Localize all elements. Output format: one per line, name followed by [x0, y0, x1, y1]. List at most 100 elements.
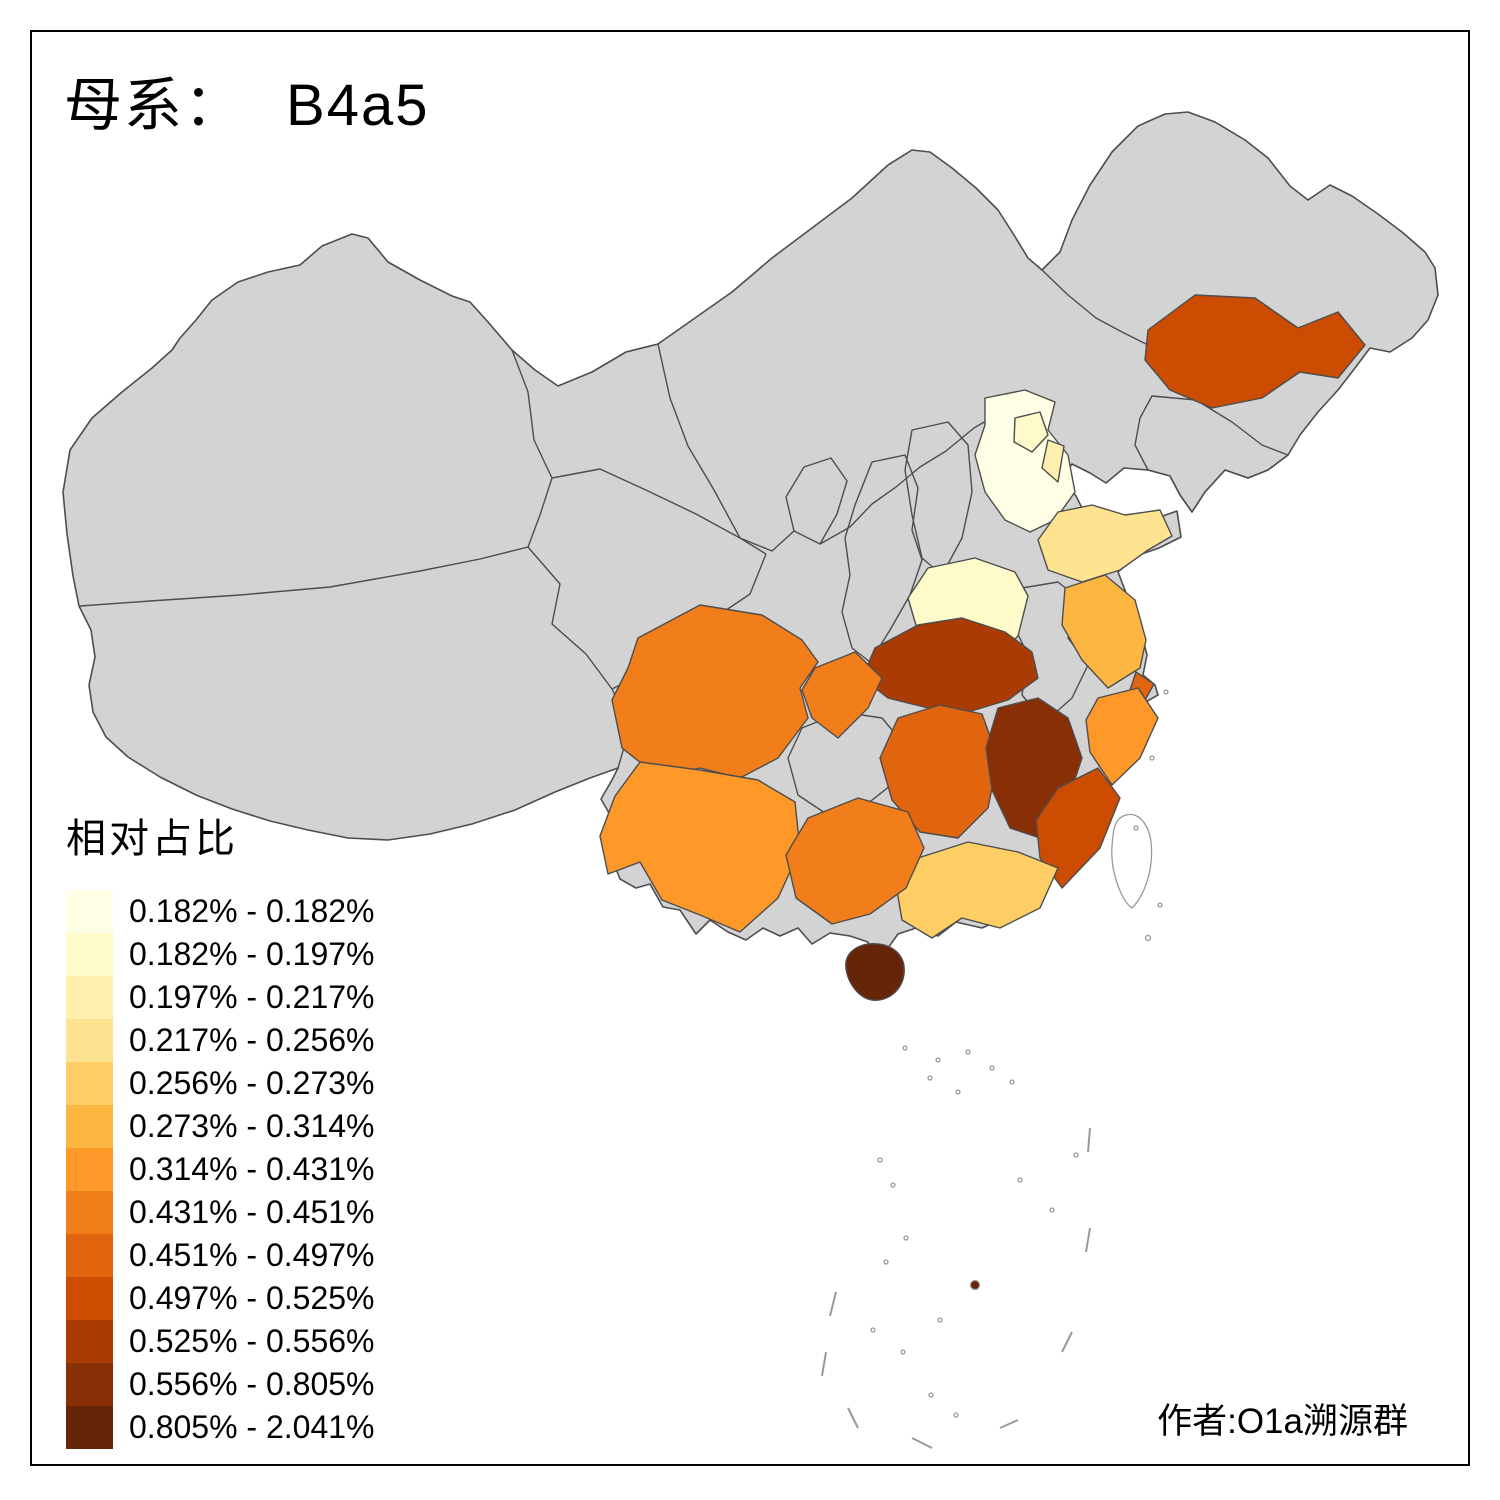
- scs-islet: [903, 1235, 909, 1241]
- province-yunnan: [600, 762, 800, 932]
- coastal-islet: [1157, 902, 1163, 908]
- scs-islet-colored: [969, 1279, 981, 1291]
- legend-title: 相对占比: [66, 817, 238, 861]
- legend-label: 0.256% - 0.273%: [129, 1065, 375, 1101]
- scs-islet: [1009, 1079, 1015, 1085]
- province-guangxi: [786, 798, 924, 924]
- legend-label: 0.451% - 0.497%: [129, 1237, 375, 1273]
- border-shanxi: [905, 422, 972, 575]
- scs-islet: [1073, 1152, 1079, 1158]
- legend-swatch: [66, 890, 113, 933]
- legend-item: 0.805% - 2.041%: [66, 1406, 375, 1449]
- scs-islet: [902, 1045, 908, 1051]
- scs-islet: [935, 1057, 941, 1063]
- province-beijing: [1014, 412, 1048, 452]
- legend-item: 0.197% - 0.217%: [66, 976, 375, 1019]
- legend-label: 0.314% - 0.431%: [129, 1151, 375, 1187]
- province-zhejiang: [1086, 688, 1158, 785]
- scs-islet: [965, 1049, 971, 1055]
- scs-islet: [953, 1412, 959, 1418]
- legend-item: 0.525% - 0.556%: [66, 1320, 375, 1363]
- legend-swatch: [66, 1062, 113, 1105]
- scs-islet: [1049, 1207, 1055, 1213]
- scs-islet: [883, 1259, 889, 1265]
- legend-item: 0.182% - 0.182%: [66, 890, 375, 933]
- border-liaoning: [1135, 396, 1288, 512]
- legend-item: 0.217% - 0.256%: [66, 1019, 375, 1062]
- provinces: [600, 295, 1365, 1000]
- border-xinjiang-south: [80, 547, 528, 606]
- legend-swatch: [66, 1363, 113, 1406]
- legend-swatch: [66, 933, 113, 976]
- legend-swatch: [66, 1277, 113, 1320]
- legend-swatch: [66, 1234, 113, 1277]
- scs-islet: [877, 1157, 883, 1163]
- legend-swatch: [66, 1148, 113, 1191]
- province-jiangsu: [1062, 575, 1146, 688]
- legend-label: 0.197% - 0.217%: [129, 979, 375, 1015]
- province-hunan: [880, 705, 998, 838]
- legend-label: 0.182% - 0.197%: [129, 936, 375, 972]
- legend-label: 0.431% - 0.451%: [129, 1194, 375, 1230]
- scs-islet: [989, 1065, 995, 1071]
- taiwan-island: [1112, 814, 1152, 908]
- border-xinjiang-east: [512, 350, 552, 547]
- legend-item: 0.256% - 0.273%: [66, 1062, 375, 1105]
- scs-islet: [937, 1317, 943, 1323]
- border-ningxia: [786, 458, 847, 544]
- coastal-islet: [1144, 934, 1152, 942]
- legend-item: 0.556% - 0.805%: [66, 1363, 375, 1406]
- legend-swatch: [66, 1320, 113, 1363]
- border-guizhou: [788, 712, 902, 815]
- legend: 相对占比 0.182% - 0.182% 0.182% - 0.197% 0.1…: [66, 806, 375, 1449]
- legend-swatch: [66, 1105, 113, 1148]
- legend-swatch: [66, 976, 113, 1019]
- legend-swatch: [66, 1406, 113, 1449]
- province-shandong: [1038, 505, 1172, 582]
- legend-label: 0.273% - 0.314%: [129, 1108, 375, 1144]
- province-jilin: [1145, 295, 1365, 408]
- scs-islet: [1017, 1177, 1023, 1183]
- scs-islet: [890, 1182, 896, 1188]
- title-prefix: 母系：: [64, 73, 245, 138]
- legend-label: 0.217% - 0.256%: [129, 1022, 375, 1058]
- legend-swatch: [66, 1191, 113, 1234]
- legend-label: 0.182% - 0.182%: [129, 893, 375, 929]
- legend-item: 0.451% - 0.497%: [66, 1234, 375, 1277]
- province-guangdong: [896, 842, 1058, 938]
- legend-label: 0.805% - 2.041%: [129, 1409, 375, 1445]
- internal-borders: [80, 270, 1288, 815]
- legend-item: 0.182% - 0.197%: [66, 933, 375, 976]
- legend-label: 0.525% - 0.556%: [129, 1323, 375, 1359]
- page-title: 母系： B4a5: [64, 58, 429, 142]
- province-hubei: [862, 618, 1038, 712]
- scs-islet: [870, 1327, 876, 1333]
- border-innermongolia-south: [740, 399, 1012, 551]
- coastal-islet: [1133, 825, 1139, 831]
- legend-item: 0.314% - 0.431%: [66, 1148, 375, 1191]
- legend-item: 0.431% - 0.451%: [66, 1191, 375, 1234]
- legend-item: 0.273% - 0.314%: [66, 1105, 375, 1148]
- legend-item: 0.497% - 0.525%: [66, 1277, 375, 1320]
- coastal-islet: [1149, 755, 1155, 761]
- border-heilongjiang-innermongolia: [1042, 270, 1148, 345]
- border-gansu-innermongolia: [658, 344, 740, 538]
- title-haplogroup: B4a5: [286, 73, 430, 138]
- legend-swatch: [66, 1019, 113, 1062]
- province-sichuan: [612, 605, 818, 778]
- border-tibet-qinghai: [528, 547, 612, 689]
- province-tianjin: [1042, 440, 1064, 482]
- scs-islet: [955, 1089, 961, 1095]
- scs-islet: [927, 1075, 933, 1081]
- legend-label: 0.556% - 0.805%: [129, 1366, 375, 1402]
- scs-islet: [900, 1349, 906, 1355]
- province-fujian: [1036, 768, 1120, 888]
- author-credit: 作者:O1a溯源群: [1157, 1402, 1408, 1441]
- coastal-islet: [1163, 689, 1169, 695]
- province-hainan: [846, 944, 904, 1001]
- border-qinghai-gansu: [552, 469, 766, 554]
- scs-islet: [928, 1392, 934, 1398]
- province-chongqing: [802, 652, 882, 738]
